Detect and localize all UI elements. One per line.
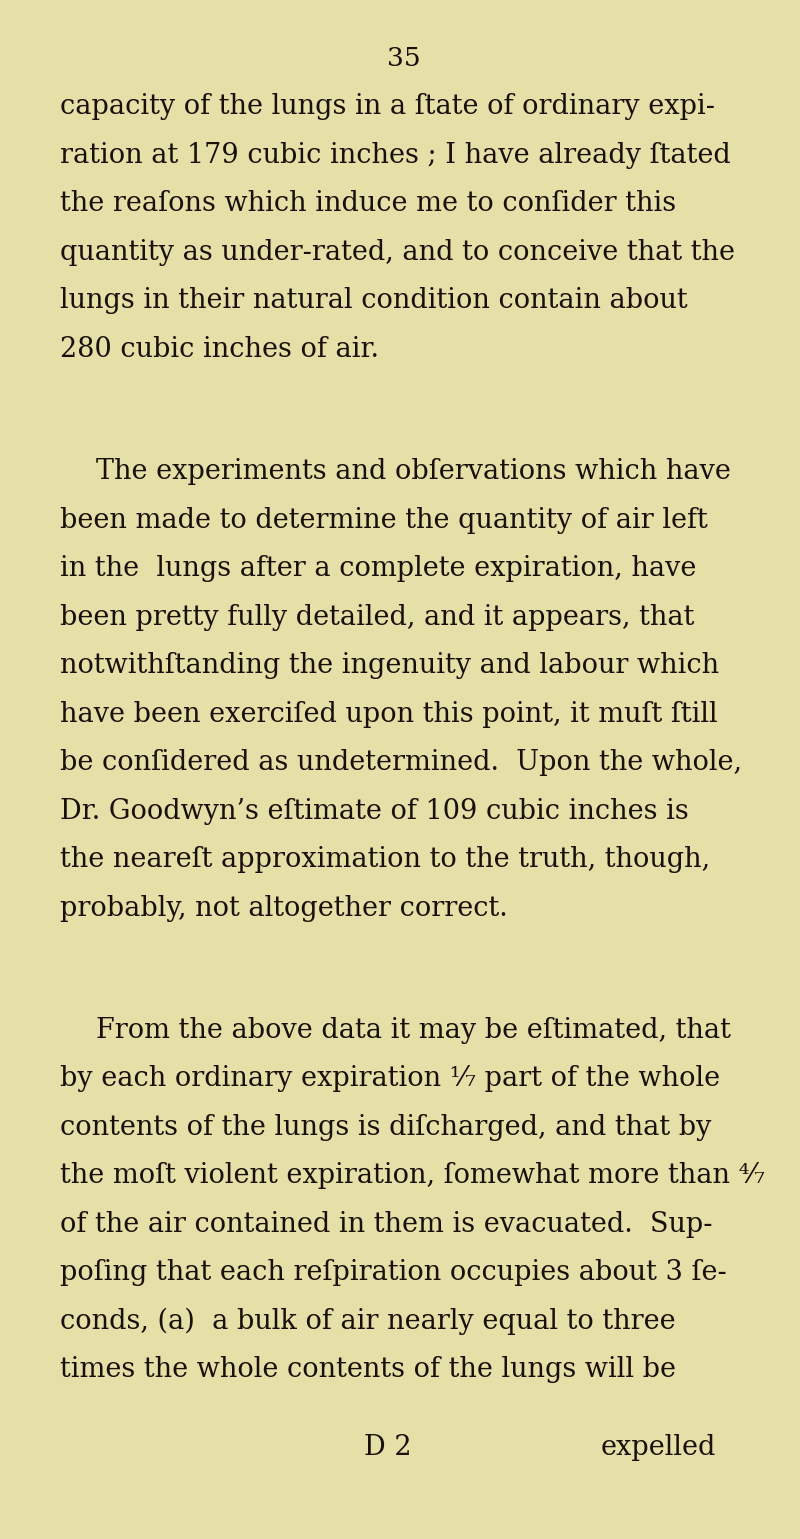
Text: the reaſons which induce me to conſider this: the reaſons which induce me to conſider …	[60, 191, 676, 217]
Text: be conſidered as undetermined.  Upon the whole,: be conſidered as undetermined. Upon the …	[60, 749, 742, 776]
Text: D 2: D 2	[364, 1434, 412, 1461]
Text: conds, (a)  a bulk of air nearly equal to three: conds, (a) a bulk of air nearly equal to…	[60, 1308, 676, 1336]
Text: of the air contained in them is evacuated.  Sup-: of the air contained in them is evacuate…	[60, 1211, 713, 1237]
Text: times the whole contents of the lungs will be: times the whole contents of the lungs wi…	[60, 1356, 676, 1384]
Text: by each ordinary expiration ¹⁄₇ part of the whole: by each ordinary expiration ¹⁄₇ part of …	[60, 1065, 720, 1093]
Text: notwithſtanding the ingenuity and labour which: notwithſtanding the ingenuity and labour…	[60, 653, 719, 679]
Text: ration at 179 cubic inches ; I have already ſtated: ration at 179 cubic inches ; I have alre…	[60, 142, 730, 169]
Text: expelled: expelled	[601, 1434, 716, 1461]
Text: the moſt violent expiration, ſomewhat more than ⁴⁄₇: the moſt violent expiration, ſomewhat mo…	[60, 1162, 765, 1190]
Text: Dr. Goodwyn’s eſtimate of 109 cubic inches is: Dr. Goodwyn’s eſtimate of 109 cubic inch…	[60, 797, 689, 825]
Text: the neareſt approximation to the truth, though,: the neareſt approximation to the truth, …	[60, 846, 710, 873]
Text: The experiments and obſervations which have: The experiments and obſervations which h…	[96, 459, 731, 485]
Text: 35: 35	[387, 46, 421, 71]
Text: From the above data it may be eſtimated, that: From the above data it may be eſtimated,…	[96, 1017, 731, 1043]
Text: contents of the lungs is diſcharged, and that by: contents of the lungs is diſcharged, and…	[60, 1114, 711, 1140]
Text: been made to determine the quantity of air left: been made to determine the quantity of a…	[60, 506, 708, 534]
Text: been pretty fully detailed, and it appears, that: been pretty fully detailed, and it appea…	[60, 603, 694, 631]
Text: probably, not altogether correct.: probably, not altogether correct.	[60, 894, 508, 922]
Text: capacity of the lungs in a ſtate of ordinary expi-: capacity of the lungs in a ſtate of ordi…	[60, 94, 715, 120]
Text: poſing that each reſpiration occupies about 3 ſe-: poſing that each reſpiration occupies ab…	[60, 1259, 726, 1287]
Text: have been exerciſed upon this point, it muſt ſtill: have been exerciſed upon this point, it …	[60, 700, 718, 728]
Text: in the  lungs after a complete expiration, have: in the lungs after a complete expiration…	[60, 556, 696, 582]
Text: 280 cubic inches of air.: 280 cubic inches of air.	[60, 336, 379, 363]
Text: quantity as under-rated, and to conceive that the: quantity as under-rated, and to conceive…	[60, 239, 735, 266]
Text: lungs in their natural condition contain about: lungs in their natural condition contain…	[60, 288, 688, 314]
